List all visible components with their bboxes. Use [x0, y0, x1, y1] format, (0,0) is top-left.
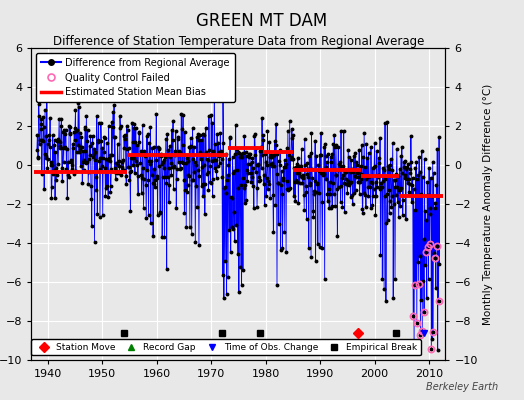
Title: Difference of Station Temperature Data from Regional Average: Difference of Station Temperature Data f… [53, 35, 424, 48]
Text: Berkeley Earth: Berkeley Earth [425, 382, 498, 392]
Y-axis label: Monthly Temperature Anomaly Difference (°C): Monthly Temperature Anomaly Difference (… [483, 83, 494, 325]
Legend: Station Move, Record Gap, Time of Obs. Change, Empirical Break: Station Move, Record Gap, Time of Obs. C… [31, 339, 421, 356]
Text: GREEN MT DAM: GREEN MT DAM [196, 12, 328, 30]
